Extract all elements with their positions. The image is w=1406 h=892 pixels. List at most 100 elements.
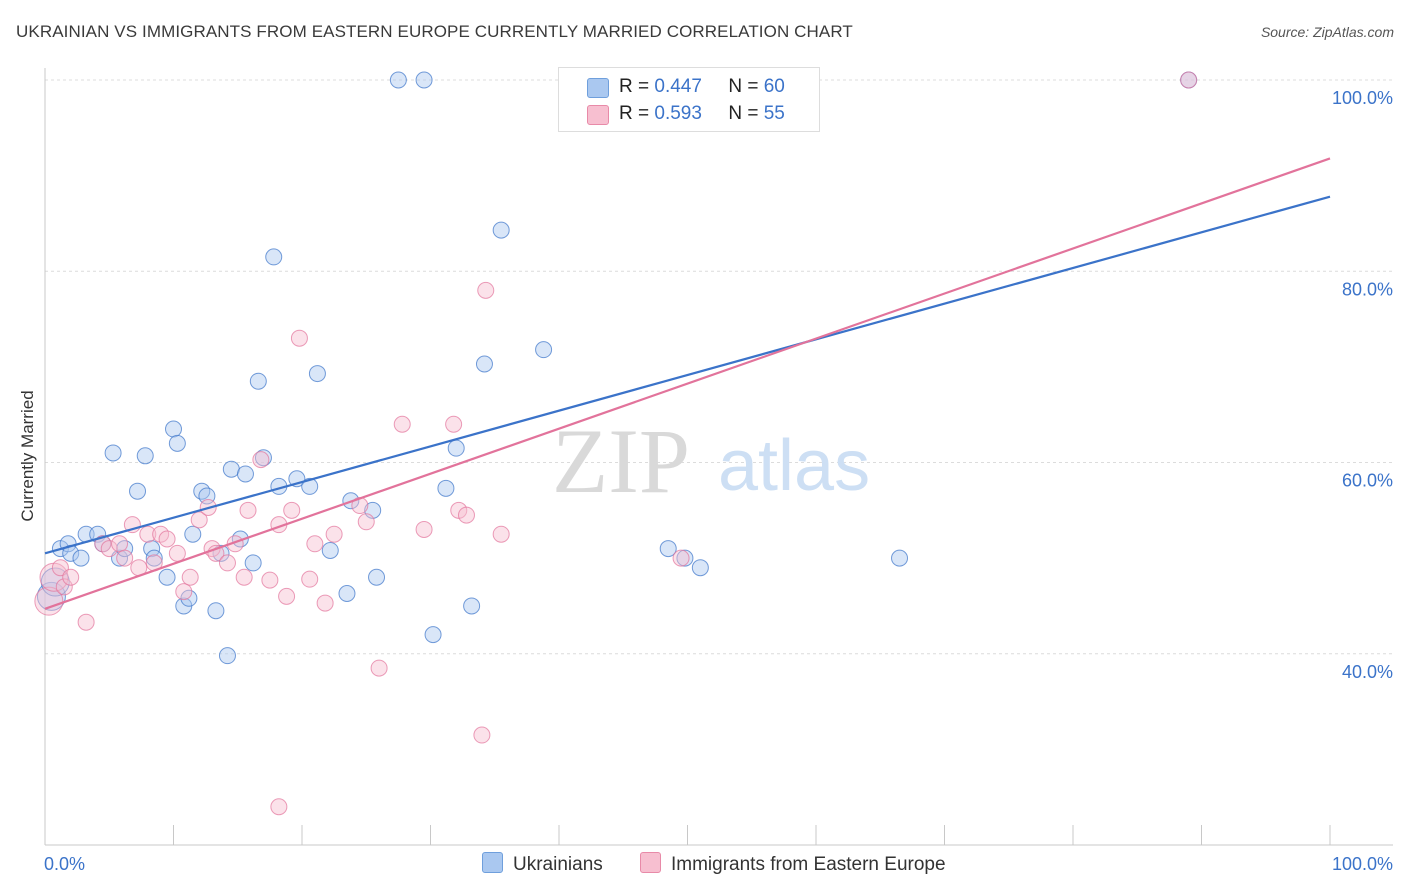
data-point <box>301 570 319 588</box>
data-point <box>357 513 375 531</box>
data-point <box>249 372 267 390</box>
bottom-legend-swatch <box>640 852 661 873</box>
data-point <box>306 535 324 553</box>
data-point <box>218 554 236 572</box>
legend-r-label: R = <box>619 103 650 124</box>
data-point <box>77 613 95 631</box>
data-point <box>168 434 186 452</box>
data-point <box>415 71 433 89</box>
data-point <box>676 549 694 567</box>
y-tick-label: 100.0% <box>1332 88 1393 108</box>
data-point <box>129 482 147 500</box>
data-point <box>158 530 176 548</box>
data-point <box>338 585 356 603</box>
bottom-legend-swatch <box>482 852 503 873</box>
data-point <box>492 525 510 543</box>
x-tick-label: 0.0% <box>44 854 85 874</box>
data-point <box>254 449 272 467</box>
data-point <box>891 549 909 567</box>
data-point <box>62 568 80 586</box>
data-point <box>100 540 118 558</box>
source-credit: Source: ZipAtlas.com <box>1260 24 1394 40</box>
data-point <box>218 647 236 665</box>
watermark-atlas: atlas <box>718 426 870 506</box>
watermark: ZIP atlas <box>552 410 870 512</box>
legend-n-value: 60 <box>763 76 785 97</box>
data-point <box>477 281 495 299</box>
data-point <box>236 465 254 483</box>
watermark-zip: ZIP <box>552 410 690 512</box>
data-point <box>278 587 296 605</box>
stats-legend: R = 0.447 N = 60 R = 0.593 N = 55 <box>558 67 820 132</box>
data-point <box>325 525 343 543</box>
data-point <box>175 583 193 601</box>
data-point <box>492 221 510 239</box>
data-point <box>301 477 319 495</box>
legend-swatch-immigrants <box>587 105 609 125</box>
data-point <box>116 540 134 558</box>
data-point <box>136 447 154 465</box>
data-point <box>447 439 465 457</box>
data-point <box>116 549 134 567</box>
y-axis-label: Currently Married <box>18 390 37 522</box>
data-point <box>139 525 157 543</box>
series-ukrainians <box>36 71 1198 665</box>
data-point <box>659 540 677 558</box>
data-point <box>283 501 301 519</box>
x-tick-label: 100.0% <box>1332 854 1393 874</box>
data-point <box>415 520 433 538</box>
data-point <box>168 544 186 562</box>
y-tick-label: 40.0% <box>1342 662 1393 682</box>
data-point <box>445 415 463 433</box>
data-point <box>672 549 690 567</box>
data-point <box>158 568 176 586</box>
data-point <box>222 460 240 478</box>
data-point <box>184 525 202 543</box>
legend-r-label: R = <box>619 76 650 97</box>
data-point <box>270 798 288 816</box>
data-point <box>104 444 122 462</box>
data-point <box>393 415 411 433</box>
data-point <box>265 248 283 266</box>
data-point <box>111 535 129 553</box>
data-point <box>437 479 455 497</box>
chart-title: UKRAINIAN VS IMMIGRANTS FROM EASTERN EUR… <box>16 22 853 41</box>
bottom-legend-immigrants: Immigrants from Eastern Europe <box>640 852 946 876</box>
bottom-legend-ukrainians: Ukrainians <box>482 852 603 876</box>
data-point <box>239 501 257 519</box>
data-point <box>1180 71 1198 89</box>
legend-n-label: N = <box>728 103 759 124</box>
data-point <box>321 541 339 559</box>
data-point <box>145 549 163 567</box>
data-point <box>207 602 225 620</box>
data-point <box>424 626 442 644</box>
data-point <box>143 540 161 558</box>
data-point <box>181 568 199 586</box>
data-point <box>370 659 388 677</box>
data-point <box>535 341 553 359</box>
legend-n-label: N = <box>728 76 759 97</box>
y-tick-label: 80.0% <box>1342 279 1393 299</box>
data-point <box>463 597 481 615</box>
legend-n-value: 55 <box>763 103 785 124</box>
data-point <box>244 554 262 572</box>
data-point <box>231 530 249 548</box>
data-point <box>691 559 709 577</box>
data-point <box>252 451 270 469</box>
data-point <box>190 511 208 529</box>
legend-r-value: 0.593 <box>654 103 702 124</box>
bottom-legend-label: Immigrants from Eastern Europe <box>671 854 946 875</box>
data-point <box>316 594 334 612</box>
data-point <box>72 549 90 567</box>
data-point <box>261 571 279 589</box>
data-point <box>389 71 407 89</box>
data-point <box>290 329 308 347</box>
trend-line-immigrants <box>44 157 1331 610</box>
legend-r-value: 0.447 <box>654 76 702 97</box>
data-point <box>368 568 386 586</box>
data-point <box>34 586 64 616</box>
axes <box>44 68 1393 846</box>
data-point <box>457 506 475 524</box>
data-point <box>308 365 326 383</box>
